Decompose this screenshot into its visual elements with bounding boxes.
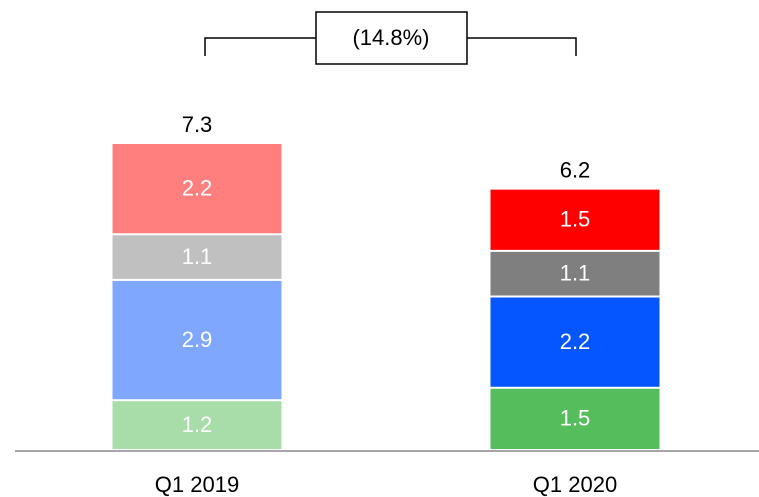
bar-segment bbox=[490, 297, 660, 387]
segment-label: 1.1 bbox=[560, 260, 591, 285]
bracket-left bbox=[204, 37, 316, 56]
annotation-box bbox=[315, 11, 468, 65]
bar-segment bbox=[112, 280, 282, 400]
bracket-right bbox=[467, 37, 577, 56]
segment-label: 1.1 bbox=[182, 244, 213, 269]
segment-label: 1.5 bbox=[560, 207, 591, 232]
segment-label: 2.2 bbox=[560, 329, 591, 354]
bar-segment bbox=[490, 189, 660, 250]
change-bracket bbox=[204, 11, 577, 65]
segment-label: 2.9 bbox=[182, 327, 213, 352]
segment-label: 1.5 bbox=[560, 406, 591, 431]
bar-segment bbox=[490, 388, 660, 449]
total-label: 6.2 bbox=[560, 157, 591, 182]
segment-label: 2.2 bbox=[182, 175, 213, 200]
segment-label: 1.2 bbox=[182, 412, 213, 437]
bar-segment bbox=[112, 235, 282, 279]
bar-segment bbox=[112, 144, 282, 234]
x-tick-label: Q1 2019 bbox=[155, 472, 239, 497]
x-tick-label: Q1 2020 bbox=[533, 472, 617, 497]
annotation: (14.8%) bbox=[352, 25, 429, 50]
bar-segment bbox=[112, 401, 282, 449]
bar-segment bbox=[490, 251, 660, 296]
total-label: 7.3 bbox=[182, 112, 213, 137]
